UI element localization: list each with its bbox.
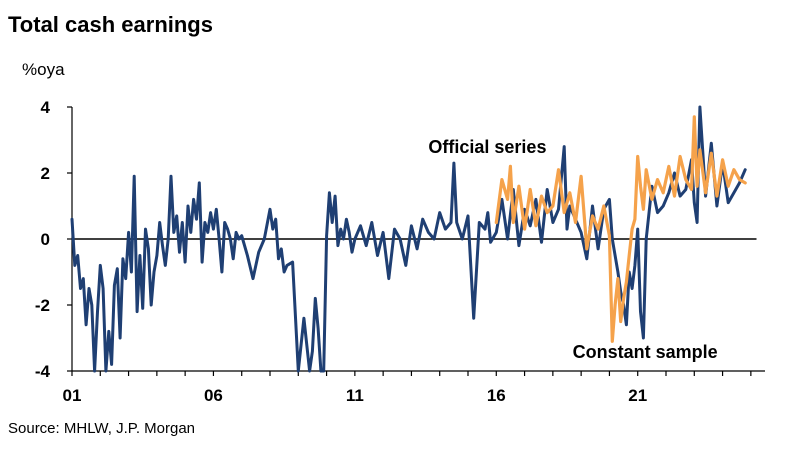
constant-sample-label: Constant sample <box>573 342 718 362</box>
chart-title: Total cash earnings <box>8 12 213 37</box>
x-tick-label: 01 <box>63 386 82 405</box>
y-tick-label: 2 <box>41 164 50 183</box>
constant-sample-line <box>494 115 747 343</box>
x-tick-label: 06 <box>204 386 223 405</box>
y-axis-unit-label: %oya <box>22 60 65 79</box>
x-tick-label: 21 <box>628 386 647 405</box>
x-tick-label: 16 <box>487 386 506 405</box>
x-tick-label: 11 <box>346 386 364 405</box>
y-tick-label: -4 <box>35 362 51 381</box>
source-note: Source: MHLW, J.P. Morgan <box>8 420 196 437</box>
official-series-label: Official series <box>428 137 546 157</box>
y-tick-label: -2 <box>35 296 50 315</box>
y-tick-label: 4 <box>41 98 51 117</box>
y-tick-label: 0 <box>41 230 50 249</box>
